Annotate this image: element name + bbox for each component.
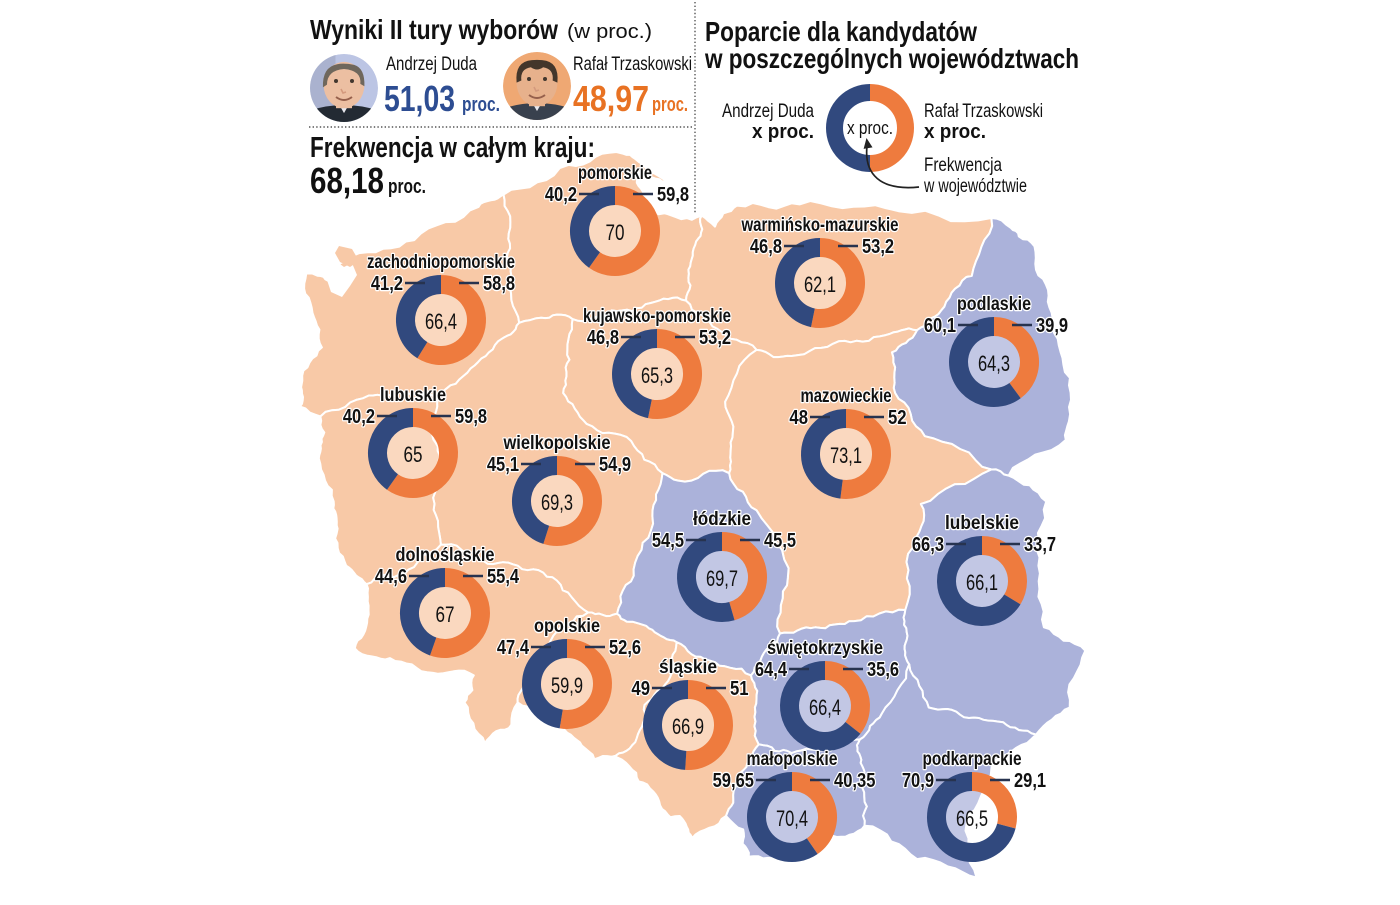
svg-text:39,9: 39,9 [1036, 315, 1068, 337]
svg-text:lubuskie: lubuskie [380, 385, 446, 406]
svg-text:66,4: 66,4 [809, 695, 841, 720]
svg-text:pomorskie: pomorskie [578, 163, 652, 184]
svg-text:zachodniopomorskie: zachodniopomorskie [367, 252, 515, 273]
svg-text:59,8: 59,8 [657, 184, 689, 206]
svg-text:52: 52 [888, 407, 907, 429]
svg-text:Andrzej Duda: Andrzej Duda [722, 101, 814, 122]
svg-text:54,5: 54,5 [652, 530, 684, 552]
svg-text:Rafał Trzaskowski: Rafał Trzaskowski [573, 54, 692, 75]
svg-text:41,2: 41,2 [371, 273, 403, 295]
svg-text:54,9: 54,9 [599, 454, 631, 476]
svg-text:62,1: 62,1 [804, 272, 836, 297]
svg-text:65,3: 65,3 [641, 363, 673, 388]
svg-text:proc.: proc. [652, 94, 688, 116]
svg-text:35,6: 35,6 [867, 659, 899, 681]
svg-text:69,3: 69,3 [541, 490, 573, 515]
svg-text:73,1: 73,1 [830, 443, 862, 468]
svg-text:66,1: 66,1 [966, 570, 998, 595]
svg-text:70: 70 [606, 220, 625, 245]
svg-text:59,65: 59,65 [713, 770, 754, 792]
svg-text:66,9: 66,9 [672, 714, 704, 739]
svg-text:x proc.: x proc. [924, 121, 986, 143]
svg-text:w poszczególnych województwach: w poszczególnych województwach [704, 43, 1079, 74]
svg-text:45,1: 45,1 [487, 454, 519, 476]
svg-text:podlaskie: podlaskie [957, 294, 1031, 315]
svg-text:śląskie: śląskie [659, 657, 717, 678]
svg-text:lubelskie: lubelskie [945, 513, 1019, 534]
svg-text:40,2: 40,2 [343, 406, 375, 428]
svg-text:66,5: 66,5 [956, 806, 988, 831]
svg-text:46,8: 46,8 [750, 236, 782, 258]
svg-text:małopolskie: małopolskie [747, 749, 838, 770]
svg-text:x proc.: x proc. [847, 118, 893, 138]
svg-text:55,4: 55,4 [487, 566, 520, 588]
svg-text:(w proc.): (w proc.) [567, 21, 652, 43]
svg-text:Frekwencja w całym kraju:: Frekwencja w całym kraju: [310, 132, 595, 164]
svg-text:podkarpackie: podkarpackie [923, 749, 1022, 770]
svg-text:53,2: 53,2 [699, 327, 731, 349]
svg-text:opolskie: opolskie [534, 616, 600, 637]
svg-text:53,2: 53,2 [862, 236, 894, 258]
svg-text:70,9: 70,9 [902, 770, 934, 792]
svg-text:47,4: 47,4 [497, 637, 530, 659]
svg-text:64,4: 64,4 [755, 659, 788, 681]
svg-text:51: 51 [730, 678, 749, 700]
svg-text:dolnośląskie: dolnośląskie [396, 545, 495, 566]
svg-text:59,8: 59,8 [455, 406, 487, 428]
svg-text:65: 65 [404, 442, 423, 467]
svg-text:44,6: 44,6 [375, 566, 407, 588]
svg-text:46,8: 46,8 [587, 327, 619, 349]
svg-text:proc.: proc. [388, 176, 426, 198]
svg-text:68,18: 68,18 [310, 160, 384, 201]
svg-text:w województwie: w województwie [923, 176, 1027, 197]
svg-text:48: 48 [789, 407, 808, 429]
svg-text:48,97: 48,97 [573, 78, 649, 119]
svg-text:33,7: 33,7 [1024, 534, 1056, 556]
svg-text:70,4: 70,4 [776, 806, 808, 831]
svg-text:52,6: 52,6 [609, 637, 641, 659]
svg-text:66,4: 66,4 [425, 309, 457, 334]
svg-text:wielkopolskie: wielkopolskie [503, 433, 611, 454]
svg-text:69,7: 69,7 [706, 566, 738, 591]
svg-text:proc.: proc. [462, 94, 500, 116]
svg-text:40,35: 40,35 [834, 770, 875, 792]
svg-text:x proc.: x proc. [752, 121, 814, 143]
svg-text:49: 49 [631, 678, 650, 700]
svg-text:warmińsko-mazurskie: warmińsko-mazurskie [741, 215, 899, 236]
svg-text:66,3: 66,3 [912, 534, 944, 556]
svg-text:64,3: 64,3 [978, 351, 1010, 376]
svg-text:Andrzej Duda: Andrzej Duda [386, 54, 477, 75]
svg-text:Rafał Trzaskowski: Rafał Trzaskowski [924, 101, 1043, 122]
svg-text:Wyniki II tury wyborów: Wyniki II tury wyborów [310, 14, 558, 45]
svg-text:67: 67 [436, 602, 455, 627]
svg-text:40,2: 40,2 [545, 184, 577, 206]
svg-text:60,1: 60,1 [924, 315, 956, 337]
svg-text:59,9: 59,9 [551, 673, 583, 698]
svg-text:45,5: 45,5 [764, 530, 796, 552]
svg-text:58,8: 58,8 [483, 273, 515, 295]
svg-text:29,1: 29,1 [1014, 770, 1046, 792]
svg-text:mazowieckie: mazowieckie [801, 386, 892, 407]
svg-text:Frekwencja: Frekwencja [924, 155, 1002, 176]
svg-text:łódzkie: łódzkie [693, 509, 751, 530]
svg-text:świętokrzyskie: świętokrzyskie [767, 638, 883, 659]
svg-text:kujawsko-pomorskie: kujawsko-pomorskie [583, 306, 731, 327]
svg-text:51,03: 51,03 [384, 78, 455, 119]
svg-text:Poparcie dla kandydatów: Poparcie dla kandydatów [705, 16, 977, 47]
